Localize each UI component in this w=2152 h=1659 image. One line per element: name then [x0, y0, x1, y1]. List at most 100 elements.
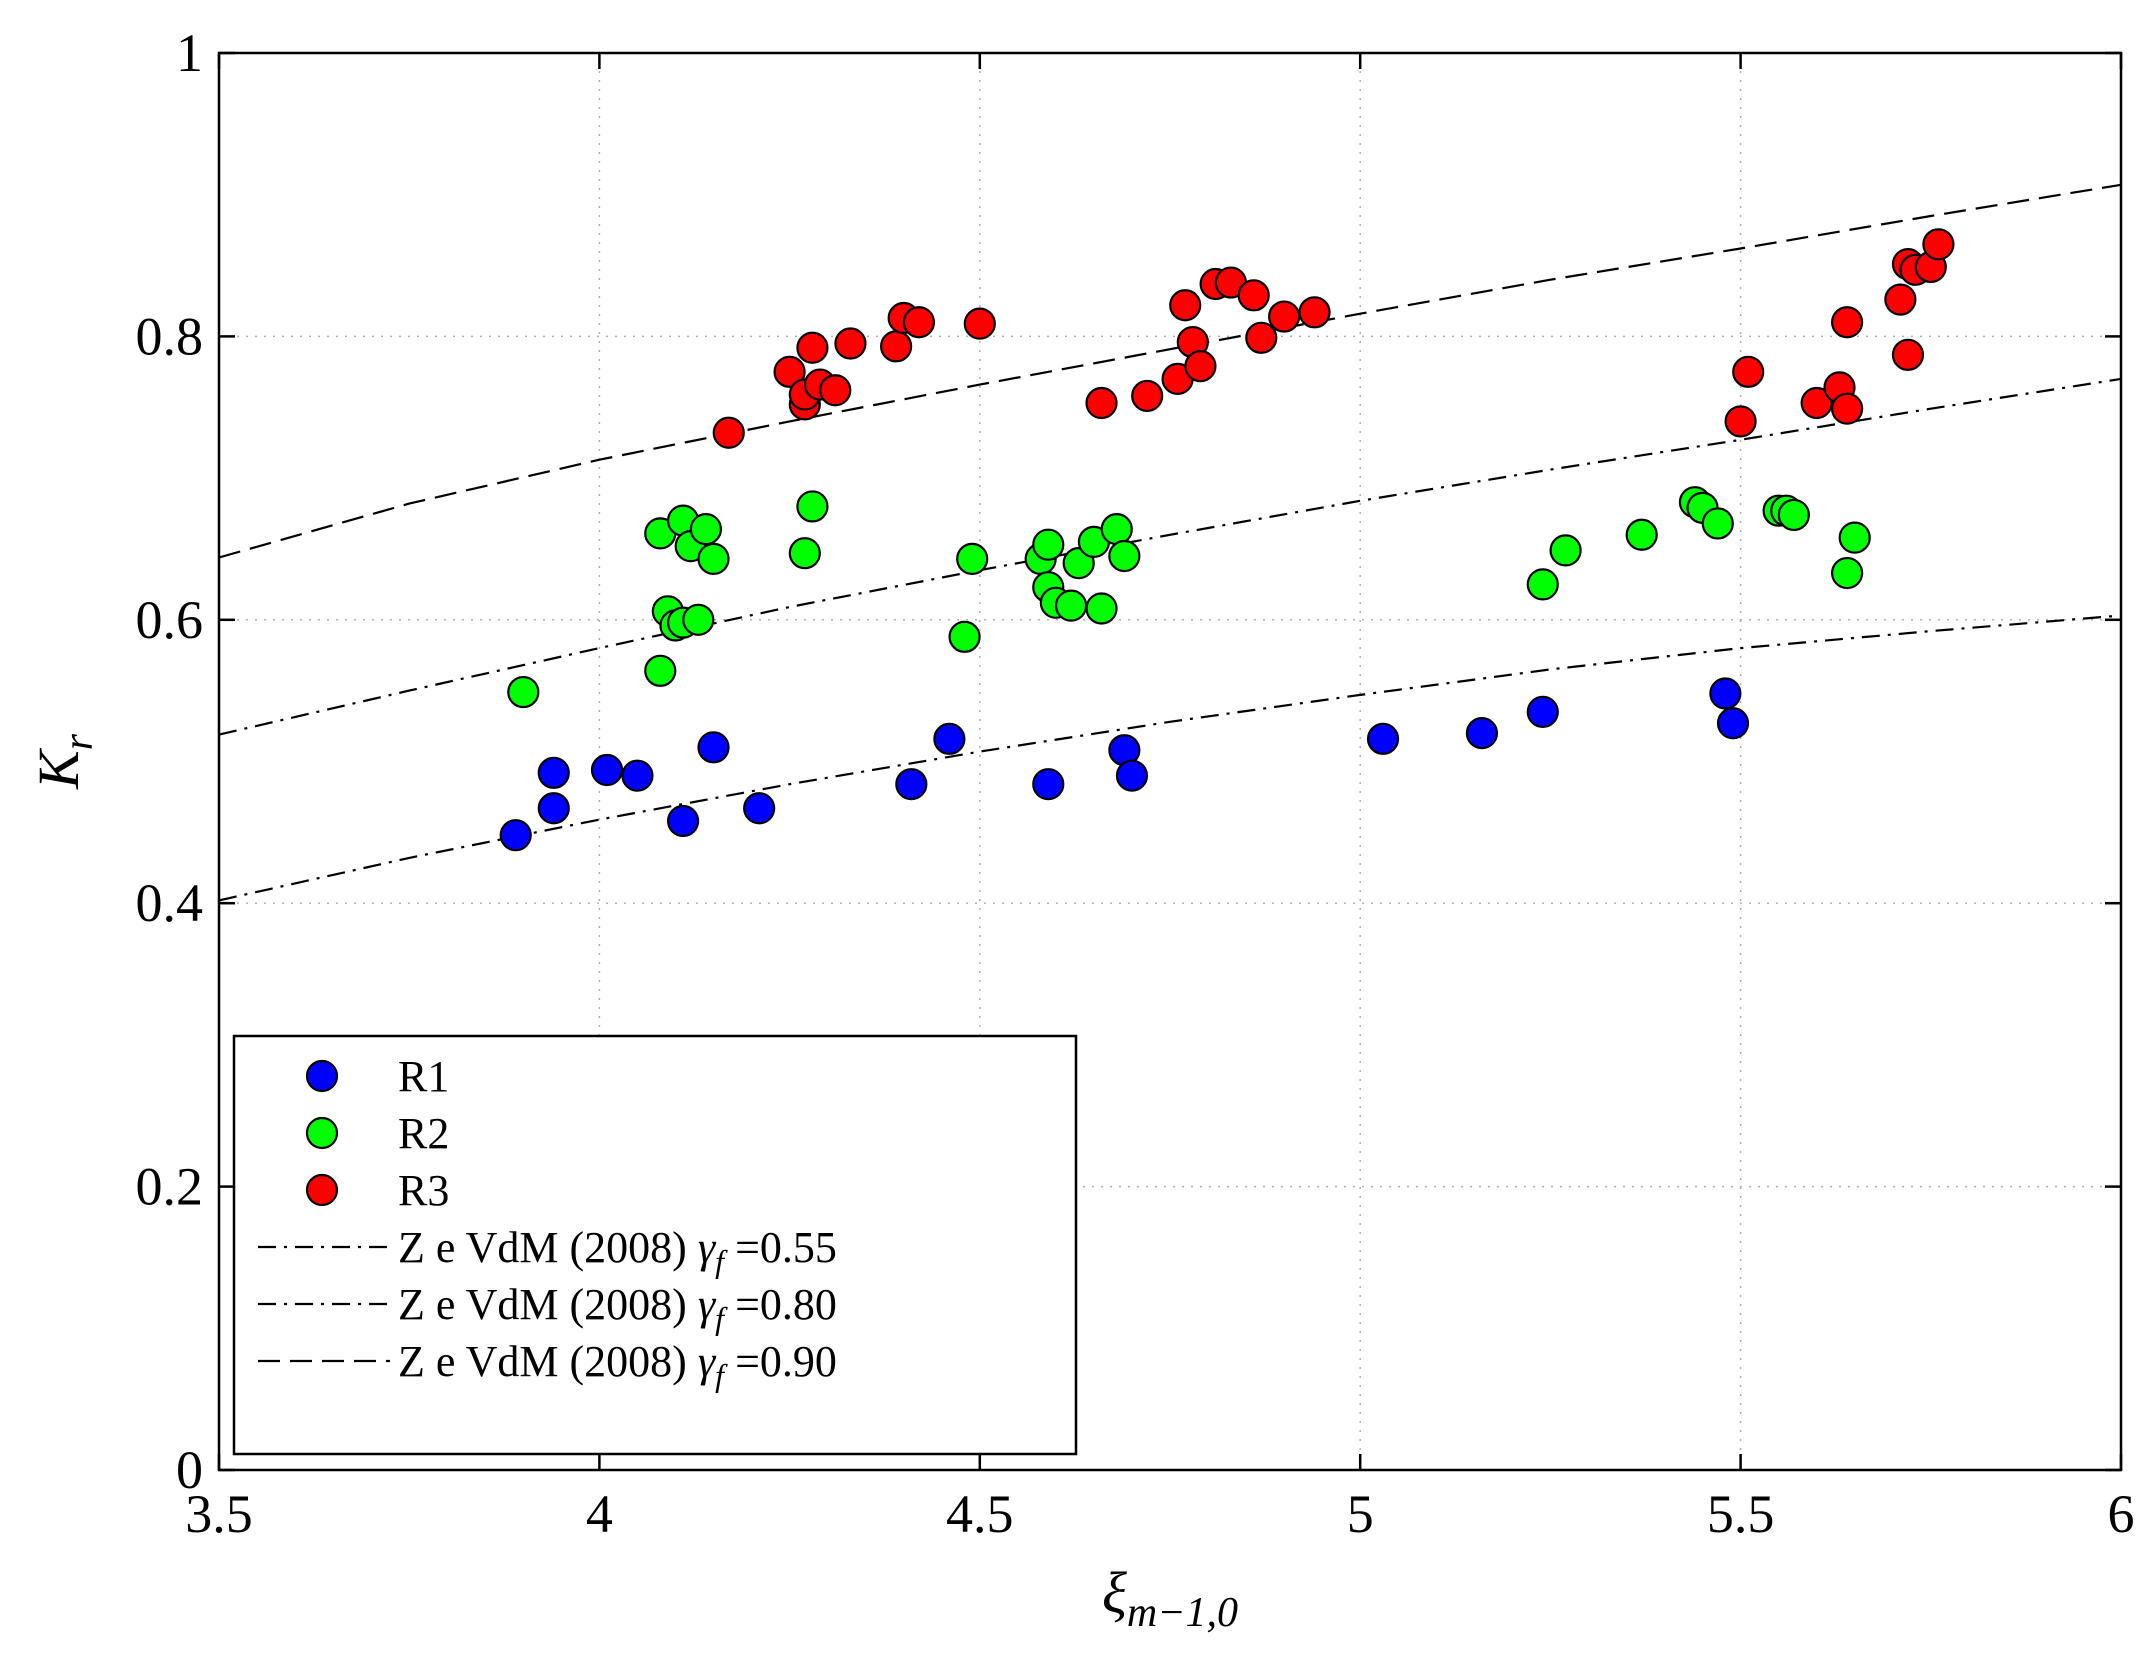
y-tick-label: 0.8	[136, 306, 204, 366]
data-point-r3	[902, 306, 936, 339]
data-point-r1	[933, 722, 966, 755]
x-tick-label: 5.5	[1707, 1484, 1775, 1544]
data-point-r2	[507, 675, 540, 709]
data-point-r3	[1245, 321, 1278, 354]
legend-label: Z e VdM (2008) γf =0.90	[398, 1337, 837, 1393]
legend-label: R3	[398, 1166, 449, 1215]
data-point-r1	[537, 756, 570, 789]
data-point-r2	[948, 620, 981, 653]
data-point-r1	[895, 768, 928, 801]
data-point-r2	[682, 603, 715, 636]
legend-gamma: γ	[698, 1337, 717, 1386]
y-tick-label: 0.2	[136, 1157, 204, 1217]
data-point-r3	[1831, 392, 1864, 425]
legend-label-text: Z e VdM (2008)	[398, 1223, 687, 1272]
data-point-r1	[499, 819, 532, 852]
data-point-r2	[1777, 498, 1810, 532]
model-lines	[218, 183, 2122, 902]
x-axis-label-main: ξ	[1102, 1560, 1127, 1625]
legend-label: Z e VdM (2008) γf =0.80	[398, 1280, 837, 1336]
x-tick-label: 5	[1347, 1484, 1374, 1544]
legend-space	[687, 1280, 698, 1329]
data-point-r2	[1838, 521, 1871, 554]
data-point-r2	[1526, 568, 1559, 601]
data-point-r2	[1625, 518, 1658, 551]
data-point-r1	[1032, 768, 1065, 801]
legend-space	[687, 1223, 698, 1272]
data-point-r1	[621, 759, 654, 792]
x-tick-label: 3.5	[185, 1484, 253, 1544]
data-point-r1	[590, 753, 624, 787]
series-line-4	[218, 377, 2122, 736]
data-point-r1	[1366, 722, 1400, 755]
data-point-r1	[1709, 677, 1742, 710]
data-point-r2	[1032, 528, 1065, 561]
x-tick-label: 4	[586, 1484, 613, 1544]
data-point-r3	[1884, 283, 1917, 316]
data-point-r2	[1108, 539, 1141, 573]
data-point-r1	[666, 804, 700, 838]
data-point-r1	[1115, 759, 1149, 792]
data-point-r2	[1701, 507, 1734, 540]
data-point-r2	[788, 537, 821, 570]
data-point-r3	[1831, 306, 1864, 339]
data-points	[499, 228, 1955, 852]
legend-gamma: γ	[698, 1223, 717, 1272]
legend-marker-r3	[305, 1173, 339, 1207]
series-line-3	[218, 614, 2122, 902]
data-point-r3	[819, 374, 852, 407]
data-point-r3	[712, 416, 745, 449]
y-tick-label: 1	[176, 23, 203, 83]
data-point-r2	[1831, 556, 1864, 590]
legend-gamma: γ	[698, 1280, 717, 1329]
data-point-r2	[796, 490, 829, 523]
data-point-r3	[1268, 300, 1301, 333]
data-point-r3	[834, 327, 867, 360]
legend-label-text: Z e VdM (2008)	[398, 1280, 687, 1329]
legend-value: =0.55	[724, 1223, 837, 1272]
data-point-r2	[1085, 592, 1118, 625]
legend-space	[687, 1337, 698, 1386]
axis-ticks: 3.5 4 4.5 5 5.5 6 0 0.2 0.4 0.6 0.8 1	[136, 23, 2135, 1544]
legend-label: R1	[398, 1052, 449, 1101]
data-point-r2	[1054, 589, 1088, 622]
data-point-r3	[1169, 289, 1202, 322]
plot-frame	[217, 51, 2123, 1472]
data-point-r3	[1237, 279, 1270, 312]
y-axis-label: Kr	[26, 733, 102, 790]
data-point-r1	[537, 792, 570, 825]
series-line-5	[218, 183, 2122, 559]
data-point-r3	[1922, 228, 1955, 261]
data-point-r3	[1184, 350, 1217, 383]
data-point-r2	[644, 654, 677, 687]
legend-label: R2	[398, 1109, 449, 1158]
data-point-r3	[1800, 386, 1833, 420]
x-axis-label: ξm−1,0	[1102, 1560, 1238, 1636]
y-tick-label: 0	[176, 1440, 203, 1500]
data-point-r2	[956, 542, 989, 575]
data-point-r2	[1100, 513, 1133, 546]
data-point-r3	[1732, 355, 1765, 388]
legend-box	[232, 1034, 1078, 1456]
axis-labels: ξm−1,0 Kr	[26, 733, 1238, 1636]
data-point-r2	[697, 542, 730, 575]
legend-label-text: Z e VdM (2008)	[398, 1337, 687, 1386]
legend-value: =0.90	[724, 1337, 837, 1386]
data-point-r1	[1716, 707, 1750, 740]
data-point-r1	[1526, 695, 1559, 729]
y-axis-label-sub: r	[56, 733, 102, 750]
x-tick-label: 6	[2108, 1484, 2135, 1544]
legend-label: Z e VdM (2008) γf =0.55	[398, 1223, 837, 1279]
legend-marker-r1	[305, 1059, 339, 1093]
x-tick-label: 4.5	[946, 1484, 1014, 1544]
data-point-r3	[880, 330, 913, 363]
data-point-r3	[1891, 338, 1925, 371]
x-axis-label-sub: m−1,0	[1127, 1590, 1238, 1636]
data-point-r1	[1465, 717, 1499, 750]
legend-marker-r2	[305, 1116, 339, 1150]
data-point-r3	[796, 331, 829, 364]
data-point-r2	[1549, 534, 1582, 567]
y-tick-label: 0.4	[136, 873, 204, 933]
